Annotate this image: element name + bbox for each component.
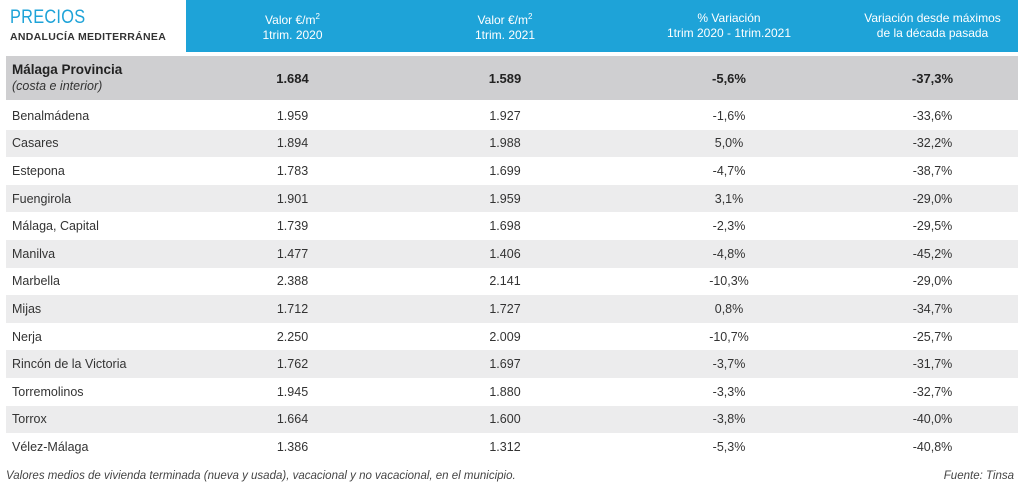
table-row: Mijas 1.712 1.727 0,8% -34,7% xyxy=(6,295,1018,323)
table-row: Nerja 2.250 2.009 -10,7% -25,7% xyxy=(6,323,1018,351)
value-2021-cell: 1.697 xyxy=(489,357,521,372)
max-variation-cell: -29,5% xyxy=(912,219,953,234)
value-2020-cell: 1.712 xyxy=(276,301,309,316)
column-header-variation: % Variación 1trim 2020 - 1trim.2021 xyxy=(666,11,792,40)
variation-cell: -3,3% xyxy=(712,384,746,399)
municipality-rows: Benalmádena 1.959 1.927 -1,6% -33,6% Casares 1… xyxy=(6,102,1018,461)
table-row: Vélez-Málaga 1.386 1.312 -5,3% -40,8% xyxy=(6,433,1018,461)
value-2020-cell: 1.762 xyxy=(276,357,309,372)
table-row: Rincón de la Victoria 1.762 1.697 -3,7% -31,… xyxy=(6,350,1018,378)
value-2020-cell: 1.959 xyxy=(276,108,309,123)
max-variation-cell: -31,7% xyxy=(912,357,953,372)
value-2020-cell: 1.945 xyxy=(276,384,309,399)
max-variation-cell: -32,2% xyxy=(912,136,953,151)
province-variation: -5,6% xyxy=(712,70,746,86)
variation-cell: -5,3% xyxy=(712,439,746,454)
table-row: Torrox 1.664 1.600 -3,8% -40,0% xyxy=(6,405,1018,434)
value-2020-cell: 1.739 xyxy=(276,219,309,234)
variation-cell: -10,7% xyxy=(709,329,749,344)
table-row: Torremolinos 1.945 1.880 -3,3% -32,7% xyxy=(6,378,1018,406)
max-variation-cell: -32,7% xyxy=(912,384,953,399)
municipality-name: Benalmádena xyxy=(12,108,90,123)
province-note: (costa e interior) xyxy=(12,79,103,93)
max-variation-cell: -38,7% xyxy=(912,163,953,178)
variation-cell: -1,6% xyxy=(712,108,746,123)
value-2021-cell: 1.959 xyxy=(489,191,521,206)
max-variation-cell: -40,0% xyxy=(912,412,953,427)
column-header-2020: Valor €/m2 1trim. 2020 xyxy=(262,12,323,42)
column-headers: Valor €/m2 1trim. 2020 Valor €/m2 1trim.… xyxy=(186,0,1018,52)
variation-cell: -2,3% xyxy=(712,219,746,234)
source-note: Fuente: Tinsa xyxy=(943,470,1014,482)
value-2020-cell: 1.783 xyxy=(276,163,309,178)
value-2021-cell: 1.699 xyxy=(489,163,521,178)
municipality-name: Manilva xyxy=(12,246,56,261)
table-row: Estepona 1.783 1.699 -4,7% -38,7% xyxy=(6,157,1018,185)
province-name-cell: Málaga Provincia (costa e interior) xyxy=(6,62,186,94)
value-2020-cell: 1.664 xyxy=(276,412,309,427)
variation-cell: 5,0% xyxy=(714,136,744,151)
max-variation-cell: -25,7% xyxy=(912,329,953,344)
max-variation-cell: -34,7% xyxy=(912,301,953,316)
table-row: Casares 1.894 1.988 5,0% -32,2% xyxy=(6,129,1018,158)
value-2021-cell: 1.600 xyxy=(489,412,521,427)
brand-title: PRECIOS xyxy=(10,7,86,28)
column-header-2021: Valor €/m2 1trim. 2021 xyxy=(474,12,536,42)
variation-cell: -3,7% xyxy=(712,357,746,372)
column-header-max-variation: Variación desde máximos de la década pas… xyxy=(864,11,1001,40)
municipality-name: Torrox xyxy=(12,412,47,427)
value-2021-cell: 2.009 xyxy=(489,329,521,344)
max-variation-cell: -29,0% xyxy=(912,274,953,289)
province-value-2020: 1.684 xyxy=(276,70,309,86)
province-name: Málaga Provincia xyxy=(12,62,123,77)
value-2021-cell: 1.406 xyxy=(489,246,521,261)
value-2020-cell: 1.901 xyxy=(276,191,309,206)
value-2021-cell: 1.988 xyxy=(489,136,521,151)
table-row: Marbella 2.388 2.141 -10,3% -29,0% xyxy=(6,268,1018,296)
municipality-name: Fuengirola xyxy=(12,191,72,206)
variation-cell: -10,3% xyxy=(709,274,749,289)
municipality-name: Marbella xyxy=(12,274,60,289)
max-variation-cell: -33,6% xyxy=(912,108,953,123)
value-2020-cell: 1.386 xyxy=(276,439,309,454)
province-max-variation: -37,3% xyxy=(911,70,954,86)
table-header: PRECIOS ANDALUCÍA MEDITERRÁNEA Valor €/m… xyxy=(0,0,1024,52)
footnote: Valores medios de vivienda terminada (nu… xyxy=(6,470,516,482)
table-row: Fuengirola 1.901 1.959 3,1% -29,0% xyxy=(6,184,1018,213)
table-row: Benalmádena 1.959 1.927 -1,6% -33,6% xyxy=(6,102,1018,130)
value-2020-cell: 1.477 xyxy=(276,246,309,261)
value-2021-cell: 1.698 xyxy=(489,219,521,234)
table-row: Málaga, Capital 1.739 1.698 -2,3% -29,5% xyxy=(6,212,1018,240)
table-row: Manilva 1.477 1.406 -4,8% -45,2% xyxy=(6,239,1018,268)
municipality-name: Estepona xyxy=(12,163,65,178)
variation-cell: -4,7% xyxy=(712,163,746,178)
province-value-2021: 1.589 xyxy=(488,70,522,86)
municipality-name: Torremolinos xyxy=(12,384,84,399)
value-2020-cell: 2.388 xyxy=(276,274,309,289)
brand-block: PRECIOS ANDALUCÍA MEDITERRÁNEA xyxy=(0,0,186,52)
value-2021-cell: 1.727 xyxy=(489,301,521,316)
variation-cell: -4,8% xyxy=(712,246,746,261)
max-variation-cell: -40,8% xyxy=(912,439,953,454)
value-2021-cell: 2.141 xyxy=(489,274,521,289)
value-2021-cell: 1.312 xyxy=(489,439,521,454)
value-2020-cell: 2.250 xyxy=(276,329,309,344)
province-row: Málaga Provincia (costa e interior) 1.68… xyxy=(6,56,1018,100)
brand-subtitle: ANDALUCÍA MEDITERRÁNEA xyxy=(10,31,167,43)
municipality-name: Casares xyxy=(12,136,59,151)
max-variation-cell: -45,2% xyxy=(912,246,953,261)
value-2021-cell: 1.927 xyxy=(489,108,521,123)
variation-cell: -3,8% xyxy=(712,412,746,427)
value-2021-cell: 1.880 xyxy=(489,384,521,399)
municipality-name: Málaga, Capital xyxy=(12,219,99,234)
max-variation-cell: -29,0% xyxy=(912,191,953,206)
municipality-name: Mijas xyxy=(12,301,42,316)
municipality-name: Nerja xyxy=(12,329,42,344)
municipality-name: Vélez-Málaga xyxy=(12,439,89,454)
value-2020-cell: 1.894 xyxy=(276,136,309,151)
variation-cell: 0,8% xyxy=(714,301,744,316)
municipality-name: Rincón de la Victoria xyxy=(12,357,127,372)
variation-cell: 3,1% xyxy=(714,191,744,206)
